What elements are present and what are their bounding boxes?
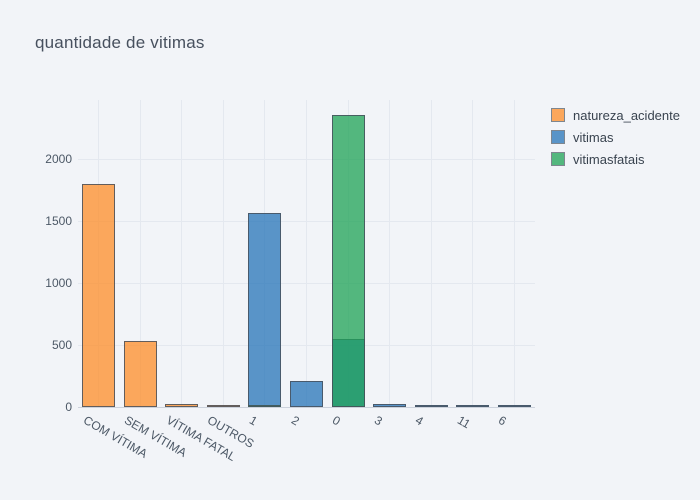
x-tick-label: 4 xyxy=(413,413,426,429)
x-tick-label: 11 xyxy=(454,413,473,432)
bar-vitimas-11 xyxy=(456,405,490,407)
gridline-vertical xyxy=(513,100,515,407)
plot-area xyxy=(78,100,535,408)
y-tick-label: 1000 xyxy=(45,276,72,291)
legend-label: vitimasfatais xyxy=(573,151,645,167)
bar-vitimasfatais-0 xyxy=(331,114,365,407)
y-tick-label: 500 xyxy=(51,338,72,353)
x-tick-label: 0 xyxy=(330,413,343,429)
legend-label: natureza_acidente xyxy=(573,107,680,123)
legend-label: vitimas xyxy=(573,129,614,145)
x-tick-label: 6 xyxy=(496,413,510,429)
bar-vitimas-1 xyxy=(248,212,282,407)
x-tick-label: 3 xyxy=(371,413,385,429)
legend-item-vitimas[interactable]: vitimas xyxy=(551,126,680,148)
bar-natureza_acidente-OUTROS xyxy=(206,405,240,407)
legend-item-natureza_acidente[interactable]: natureza_acidente xyxy=(551,104,680,126)
bar-vitimas-2 xyxy=(290,381,323,407)
bar-vitimas-4 xyxy=(414,405,448,407)
bar-natureza_acidente-VÍTIMA FATAL xyxy=(165,404,199,407)
bar-vitimas-3 xyxy=(373,403,407,407)
y-tick-label: 2000 xyxy=(45,152,72,167)
gridline-vertical xyxy=(139,100,141,407)
gridline-horizontal xyxy=(78,282,535,284)
gridline-vertical xyxy=(430,100,432,407)
bar-natureza_acidente-COM VÍTIMA xyxy=(82,184,116,407)
x-axis-line xyxy=(78,407,535,408)
bar-vitimas-6 xyxy=(497,405,531,407)
y-tick-label: 0 xyxy=(65,400,72,414)
legend-swatch-icon xyxy=(551,152,565,166)
gridline-vertical xyxy=(222,100,224,407)
chart-title: quantidade de vitimas xyxy=(35,33,205,52)
gridline-vertical xyxy=(306,100,307,407)
legend-swatch-icon xyxy=(551,108,565,122)
legend-swatch-icon xyxy=(551,130,565,144)
gridline-vertical xyxy=(389,100,391,407)
gridline-horizontal xyxy=(78,344,535,346)
gridline-horizontal xyxy=(78,220,535,222)
gridline-horizontal xyxy=(78,158,535,160)
gridline-vertical xyxy=(181,100,183,407)
bar-vitimasfatais-1 xyxy=(248,404,282,407)
y-tick-label: 1500 xyxy=(45,214,72,229)
x-tick-label: 2 xyxy=(288,413,302,429)
legend-item-vitimasfatais[interactable]: vitimasfatais xyxy=(551,148,680,170)
gridline-vertical xyxy=(472,100,474,407)
bar-natureza_acidente-SEM VÍTIMA xyxy=(123,340,157,407)
x-tick-label: 1 xyxy=(246,413,260,429)
